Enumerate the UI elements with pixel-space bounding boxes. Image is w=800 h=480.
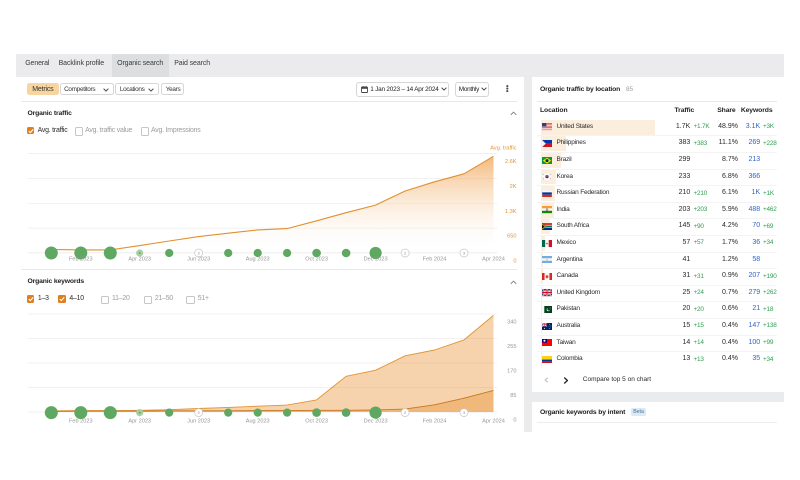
svg-text:Jun 2023: Jun 2023 <box>187 419 210 425</box>
svg-text:2K: 2K <box>510 184 517 190</box>
svg-text:2: 2 <box>198 251 201 256</box>
svg-text:2: 2 <box>404 410 407 415</box>
svg-text:Dec 2023: Dec 2023 <box>364 257 388 263</box>
svg-text:85: 85 <box>510 393 516 399</box>
svg-text:Feb 2024: Feb 2024 <box>423 257 447 263</box>
svg-text:Dec 2023: Dec 2023 <box>364 419 388 425</box>
svg-text:2: 2 <box>404 251 407 256</box>
svg-text:3: 3 <box>463 251 466 256</box>
svg-text:170: 170 <box>507 369 516 375</box>
svg-text:340: 340 <box>507 320 516 326</box>
svg-text:Apr 2024: Apr 2024 <box>482 419 505 425</box>
svg-text:2.6K: 2.6K <box>505 159 517 165</box>
svg-text:Feb 2024: Feb 2024 <box>423 419 447 425</box>
svg-text:Aug 2023: Aug 2023 <box>246 257 270 263</box>
svg-text:650: 650 <box>507 234 516 240</box>
svg-text:3: 3 <box>463 410 466 415</box>
svg-text:Avg. traffic: Avg. traffic <box>490 146 516 152</box>
svg-text:Oct 2023: Oct 2023 <box>305 257 328 263</box>
svg-text:Feb 2023: Feb 2023 <box>69 257 93 263</box>
svg-text:255: 255 <box>507 344 516 350</box>
svg-text:Feb 2023: Feb 2023 <box>69 419 93 425</box>
svg-text:Jun 2023: Jun 2023 <box>187 257 210 263</box>
svg-text:Apr 2023: Apr 2023 <box>128 419 151 425</box>
svg-text:0: 0 <box>513 258 516 264</box>
svg-text:Aug 2023: Aug 2023 <box>246 419 270 425</box>
svg-text:2: 2 <box>198 410 201 415</box>
svg-text:0: 0 <box>513 418 516 424</box>
svg-text:1.3K: 1.3K <box>505 209 517 215</box>
svg-text:Apr 2024: Apr 2024 <box>482 257 505 263</box>
svg-text:Apr 2023: Apr 2023 <box>128 257 151 263</box>
svg-text:Oct 2023: Oct 2023 <box>305 419 328 425</box>
